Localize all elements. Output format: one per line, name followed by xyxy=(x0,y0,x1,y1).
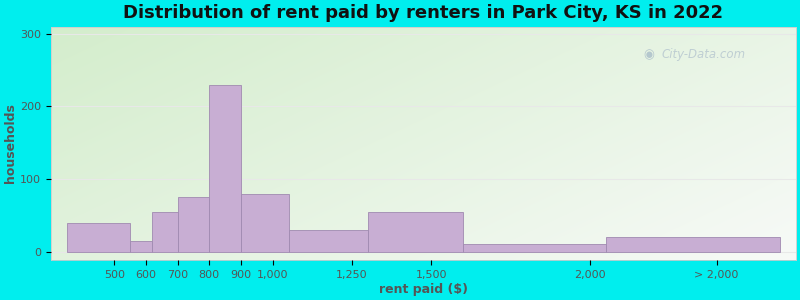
Bar xyxy=(368,212,463,252)
Title: Distribution of rent paid by renters in Park City, KS in 2022: Distribution of rent paid by renters in … xyxy=(123,4,723,22)
Y-axis label: households: households xyxy=(4,103,17,183)
Bar xyxy=(241,194,289,252)
Bar xyxy=(210,85,241,252)
Bar xyxy=(130,241,152,252)
Bar xyxy=(152,212,178,252)
Bar xyxy=(178,197,210,252)
Text: City-Data.com: City-Data.com xyxy=(662,48,746,61)
Bar xyxy=(66,223,130,252)
X-axis label: rent paid ($): rent paid ($) xyxy=(379,283,468,296)
Bar xyxy=(289,230,368,252)
Text: ◉: ◉ xyxy=(643,48,654,61)
Bar xyxy=(463,244,606,252)
Bar xyxy=(606,237,780,252)
